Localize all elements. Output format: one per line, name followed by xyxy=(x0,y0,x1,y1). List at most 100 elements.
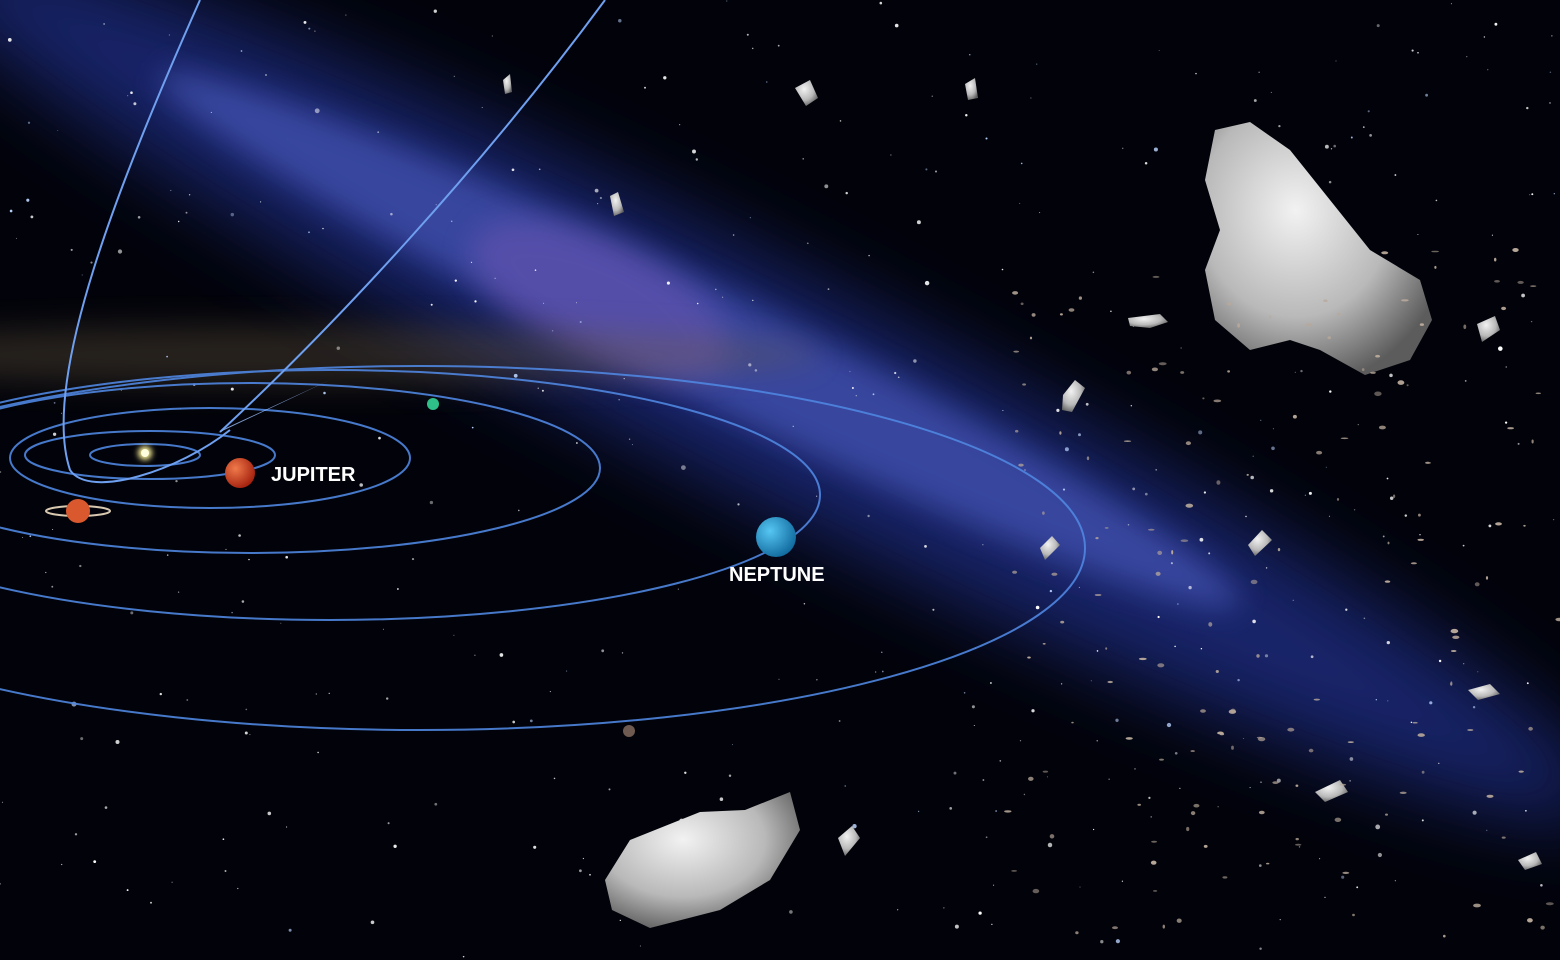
star xyxy=(1020,740,1021,741)
debris xyxy=(1193,804,1199,808)
star xyxy=(990,682,992,684)
star xyxy=(692,150,696,154)
star xyxy=(1550,71,1552,73)
star xyxy=(969,54,970,55)
star xyxy=(1031,709,1034,712)
star xyxy=(378,437,381,440)
star xyxy=(755,369,758,372)
debris xyxy=(1517,281,1523,284)
star xyxy=(241,50,243,52)
star xyxy=(1019,203,1020,204)
star xyxy=(1131,405,1132,406)
star xyxy=(1295,372,1296,373)
star xyxy=(1110,311,1112,313)
star xyxy=(1525,810,1527,812)
star xyxy=(895,24,899,28)
debris xyxy=(1028,777,1034,781)
star xyxy=(1148,797,1150,799)
star xyxy=(624,378,625,379)
debris xyxy=(1374,392,1381,397)
debris xyxy=(1528,727,1533,731)
debris xyxy=(1107,681,1113,683)
star xyxy=(663,76,666,79)
star xyxy=(1260,781,1262,783)
star xyxy=(454,76,455,77)
debris xyxy=(1153,276,1160,278)
star xyxy=(993,885,994,886)
debris xyxy=(1151,861,1157,865)
debris xyxy=(1126,737,1133,740)
star xyxy=(1293,600,1294,601)
star xyxy=(1436,200,1438,202)
star xyxy=(849,371,850,372)
star xyxy=(1030,97,1031,98)
debris xyxy=(1157,551,1162,555)
star xyxy=(1048,843,1052,847)
star xyxy=(1145,162,1148,165)
star xyxy=(304,21,307,24)
star xyxy=(1271,446,1275,450)
star xyxy=(1259,864,1262,867)
debris xyxy=(1112,926,1118,929)
star xyxy=(260,201,261,202)
star xyxy=(1079,587,1080,588)
debris xyxy=(1200,709,1206,712)
star xyxy=(1179,788,1180,789)
debris xyxy=(1452,636,1459,639)
star xyxy=(52,529,53,530)
star xyxy=(1253,456,1254,457)
star xyxy=(1329,390,1331,392)
star xyxy=(138,216,141,219)
star xyxy=(949,807,952,810)
star xyxy=(248,559,249,560)
star xyxy=(882,671,884,673)
star xyxy=(1155,469,1157,471)
star xyxy=(286,826,287,827)
debris xyxy=(1247,474,1249,476)
debris xyxy=(1163,925,1165,929)
star xyxy=(61,864,62,865)
star xyxy=(542,390,544,392)
star xyxy=(1208,552,1210,554)
star xyxy=(1473,706,1475,708)
debris xyxy=(1050,834,1055,838)
debris xyxy=(1467,729,1473,731)
star xyxy=(316,693,317,694)
debris xyxy=(1153,890,1157,892)
star xyxy=(1369,134,1372,137)
star xyxy=(890,154,891,155)
star xyxy=(684,772,686,774)
debris xyxy=(1105,647,1107,650)
debris xyxy=(1018,464,1023,467)
debris xyxy=(1256,654,1259,658)
debris xyxy=(1222,876,1227,878)
star xyxy=(1376,699,1377,700)
debris xyxy=(1507,427,1514,429)
star xyxy=(238,534,241,537)
star xyxy=(1050,590,1052,592)
debris xyxy=(1159,362,1167,365)
star xyxy=(1250,787,1251,788)
debris xyxy=(1401,299,1409,301)
star xyxy=(1349,780,1350,781)
star xyxy=(1039,212,1040,213)
star xyxy=(932,96,933,97)
star xyxy=(390,213,393,216)
star xyxy=(1526,107,1528,109)
star xyxy=(595,189,599,193)
star xyxy=(1195,73,1196,74)
star xyxy=(824,184,828,188)
star xyxy=(697,303,699,305)
star xyxy=(1422,819,1424,821)
star xyxy=(601,649,604,652)
star xyxy=(1047,776,1048,777)
star xyxy=(322,228,323,229)
debris xyxy=(1398,380,1405,385)
debris xyxy=(1191,811,1195,815)
star xyxy=(1351,137,1353,139)
planet-label: NEPTUNE xyxy=(729,564,825,586)
debris xyxy=(1370,372,1376,374)
star xyxy=(1097,650,1099,652)
star xyxy=(1549,102,1550,103)
star xyxy=(1305,495,1306,496)
